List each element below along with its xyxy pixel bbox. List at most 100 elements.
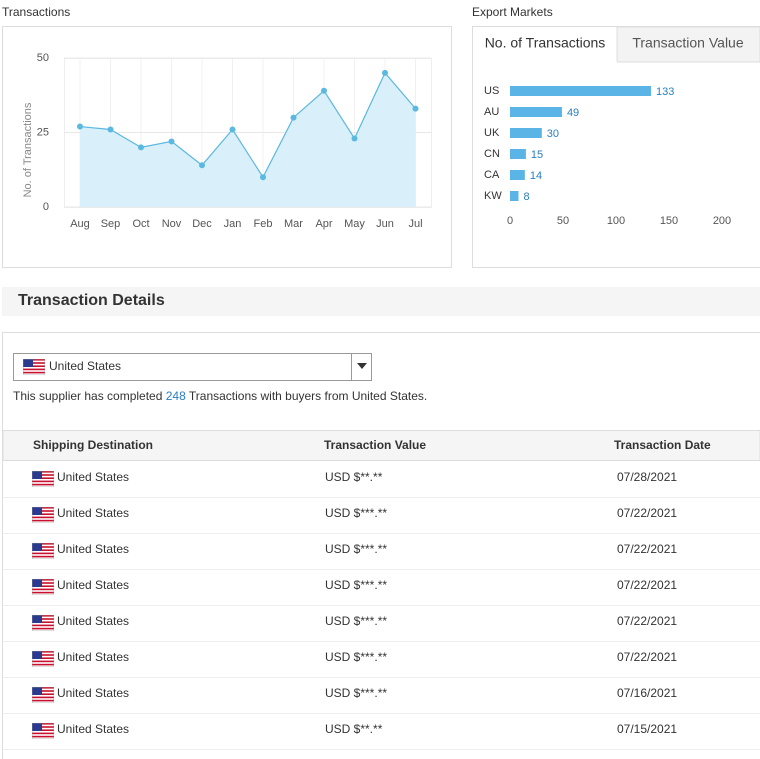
value-label: 49 — [567, 107, 579, 119]
cell: United States — [57, 542, 129, 556]
dropdown-arrow[interactable] — [357, 363, 367, 369]
x-tick-label: Oct — [132, 218, 149, 230]
flag — [32, 579, 54, 595]
cell: 07/22/2021 — [617, 578, 677, 592]
point — [138, 144, 144, 151]
x-tick-label: Nov — [162, 218, 182, 230]
summary-text: This supplier has completed — [13, 389, 166, 403]
category-label: CN — [484, 148, 500, 160]
flag — [32, 543, 54, 559]
cell: United States — [57, 506, 129, 520]
x-tick-label: Jun — [376, 218, 394, 230]
cell: USD $***.** — [325, 506, 387, 520]
x-tick-label: 150 — [660, 215, 678, 227]
cell: 07/28/2021 — [617, 470, 677, 484]
x-tick-label: May — [344, 218, 365, 230]
category-label: KW — [484, 190, 502, 202]
dropdown-value[interactable]: United States — [49, 359, 121, 373]
cell: United States — [57, 650, 129, 664]
cell: 07/22/2021 — [617, 650, 677, 664]
value-label: 30 — [547, 128, 559, 140]
category-label: AU — [484, 106, 499, 118]
point — [290, 114, 297, 121]
tab-label[interactable]: Transaction Value — [632, 35, 743, 51]
cell: USD $***.** — [325, 542, 387, 556]
y-tick-label: 0 — [43, 201, 49, 213]
cell: 07/22/2021 — [617, 542, 677, 556]
column-header: Shipping Destination — [33, 438, 153, 452]
y-axis-label: No. of Transactions — [22, 102, 34, 197]
cell: 07/15/2021 — [617, 722, 677, 736]
x-tick-label: Feb — [254, 218, 273, 230]
flag — [23, 359, 45, 375]
cell: United States — [57, 470, 129, 484]
point — [168, 138, 175, 145]
cell: 07/16/2021 — [617, 686, 677, 700]
value-label: 133 — [656, 86, 674, 98]
x-tick-label: 100 — [607, 215, 625, 227]
cell: USD $**.** — [325, 470, 383, 484]
x-tick-label: Jul — [408, 218, 422, 230]
x-tick-label: Apr — [315, 218, 332, 230]
line — [79, 71, 416, 179]
point — [107, 126, 114, 133]
summary: This supplier has completed 248 Transact… — [13, 389, 427, 403]
tab-label[interactable]: No. of Transactions — [485, 35, 606, 51]
value-label: 14 — [530, 170, 542, 182]
flag — [32, 471, 54, 487]
bar — [510, 107, 562, 117]
x-tick-label: 0 — [507, 215, 513, 227]
category-label: CA — [484, 169, 500, 181]
dropdown[interactable] — [13, 353, 372, 381]
category-label: UK — [484, 127, 500, 139]
table-header — [2, 430, 760, 461]
y-tick-label: 25 — [37, 126, 49, 138]
flag — [32, 615, 54, 631]
flag — [32, 507, 54, 523]
column-header: Transaction Value — [324, 438, 426, 452]
x-tick-label: Mar — [284, 218, 303, 230]
heading: Transactions — [2, 5, 70, 19]
y-tick-label: 50 — [37, 52, 49, 64]
cell: USD $***.** — [325, 686, 387, 700]
column-header: Transaction Date — [614, 438, 711, 452]
heading: Export Markets — [472, 5, 553, 19]
cell: USD $***.** — [325, 614, 387, 628]
point — [351, 135, 358, 142]
bar — [510, 191, 519, 201]
cell: 07/22/2021 — [617, 506, 677, 520]
flag — [32, 723, 54, 739]
x-tick-label: Sep — [101, 218, 121, 230]
summary-text: Transactions with buyers from United Sta… — [186, 389, 427, 403]
cell: United States — [57, 686, 129, 700]
bar — [510, 149, 526, 159]
point — [229, 126, 236, 133]
area — [80, 72, 416, 208]
point — [382, 69, 388, 76]
summary-count[interactable]: 248 — [166, 389, 186, 403]
point — [77, 123, 83, 130]
cell: USD $**.** — [325, 722, 383, 736]
bar — [510, 86, 651, 96]
x-tick-label: Aug — [70, 218, 90, 230]
value-label: 15 — [531, 149, 543, 161]
tab[interactable] — [616, 26, 760, 63]
flag — [32, 651, 54, 667]
bar — [510, 128, 542, 138]
category-label: US — [484, 85, 499, 97]
cell: United States — [57, 578, 129, 592]
point — [260, 174, 266, 181]
point — [321, 87, 327, 94]
point — [412, 105, 419, 112]
cell: United States — [57, 722, 129, 736]
section-title: Transaction Details — [18, 292, 165, 309]
panel — [2, 332, 760, 759]
cell: 07/22/2021 — [617, 614, 677, 628]
x-tick-label: 50 — [557, 215, 569, 227]
point — [199, 162, 205, 169]
x-tick-label: 200 — [713, 215, 731, 227]
section-header — [2, 287, 760, 316]
x-tick-label: Jan — [224, 218, 242, 230]
value-label: 8 — [523, 191, 529, 203]
